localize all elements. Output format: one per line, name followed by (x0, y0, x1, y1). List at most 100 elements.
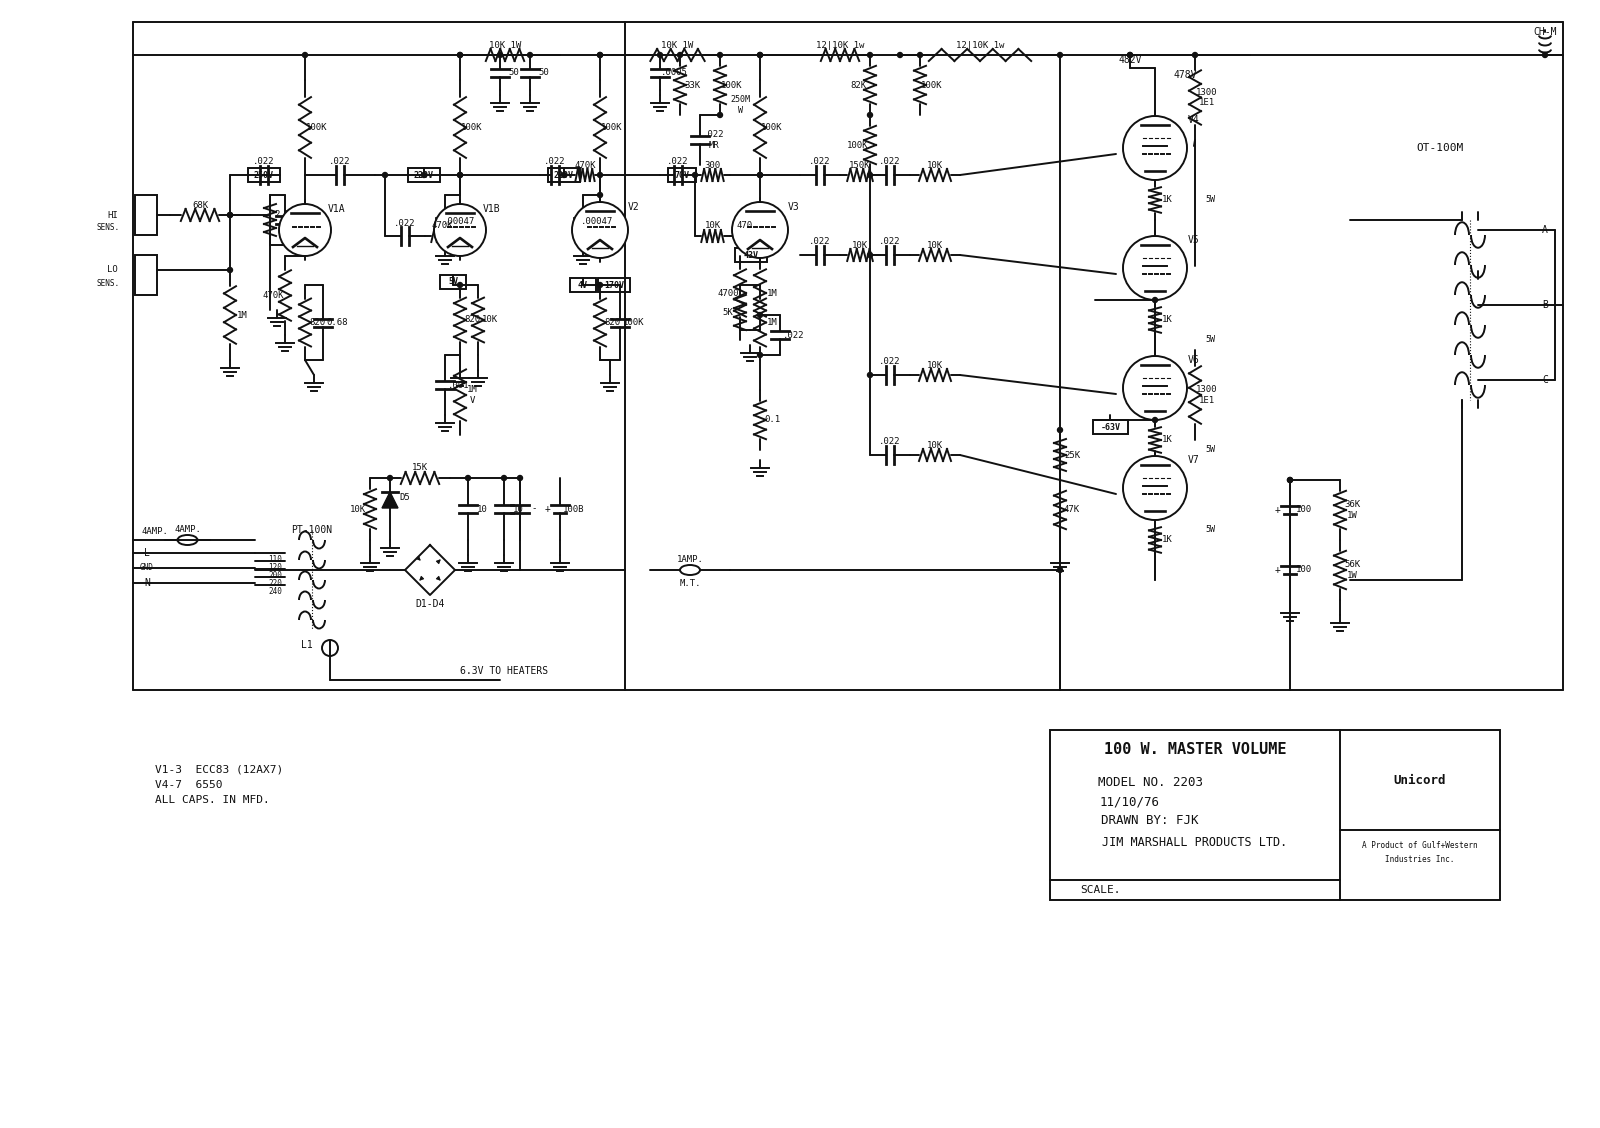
Text: +: + (1275, 565, 1282, 575)
Text: .022: .022 (880, 158, 901, 167)
Text: 100: 100 (1296, 505, 1312, 514)
Text: 100K: 100K (624, 318, 645, 327)
Circle shape (717, 113, 723, 117)
Text: 470K: 470K (262, 291, 283, 300)
Text: 56K
1W: 56K 1W (1344, 561, 1360, 580)
Text: +: + (1275, 505, 1282, 515)
Text: 820: 820 (309, 318, 325, 327)
Circle shape (717, 53, 723, 58)
Text: 0.1: 0.1 (763, 415, 781, 424)
Circle shape (421, 173, 427, 177)
Circle shape (757, 352, 763, 358)
Text: Unicord: Unicord (1394, 774, 1446, 786)
Text: N: N (144, 578, 150, 588)
Text: GND: GND (141, 564, 154, 573)
Text: 10K: 10K (482, 316, 498, 325)
Text: 478V: 478V (1173, 70, 1197, 80)
Text: 0.68: 0.68 (288, 215, 310, 224)
Circle shape (597, 53, 603, 58)
Bar (547, 168, 579, 182)
Text: .00047: .00047 (443, 217, 475, 226)
Circle shape (733, 202, 787, 258)
Circle shape (1123, 236, 1187, 300)
Text: 36K
1W: 36K 1W (1344, 501, 1360, 520)
Text: 10K: 10K (926, 240, 942, 249)
Text: 250M
W: 250M W (730, 95, 750, 115)
Bar (669, 168, 696, 182)
Bar (440, 275, 466, 289)
Text: 6.3V TO HEATERS: 6.3V TO HEATERS (461, 666, 549, 676)
Text: 4AMP.: 4AMP. (141, 528, 168, 537)
Text: MODEL NO. 2203: MODEL NO. 2203 (1098, 776, 1203, 788)
Text: 100: 100 (1296, 565, 1312, 574)
Text: -63V: -63V (1101, 423, 1120, 432)
Text: 100 W. MASTER VOLUME: 100 W. MASTER VOLUME (1104, 742, 1286, 758)
Text: +: + (546, 504, 550, 514)
Text: 240: 240 (269, 587, 282, 596)
Text: 10K: 10K (926, 160, 942, 169)
Text: CH-M: CH-M (1533, 27, 1557, 37)
Text: LO: LO (107, 265, 118, 274)
Text: 1M: 1M (766, 318, 778, 327)
Text: V7: V7 (1189, 455, 1200, 465)
Text: 100K: 100K (602, 123, 622, 132)
Text: 4AMP.: 4AMP. (174, 525, 202, 534)
Text: 2.7
K: 2.7 K (274, 210, 290, 230)
Circle shape (573, 202, 627, 258)
Text: 220V: 220V (554, 170, 574, 179)
Text: 82K: 82K (850, 80, 866, 89)
Circle shape (1128, 53, 1133, 58)
Circle shape (227, 212, 232, 218)
Circle shape (1058, 53, 1062, 58)
Bar (408, 168, 440, 182)
Text: 5W: 5W (1205, 526, 1214, 535)
Text: SCALE.: SCALE. (1080, 885, 1120, 895)
Bar (734, 248, 766, 262)
Text: V3: V3 (789, 202, 800, 212)
Circle shape (1192, 53, 1197, 58)
Text: PT-100N: PT-100N (291, 525, 333, 535)
Text: 470K: 470K (432, 221, 453, 230)
Circle shape (867, 372, 872, 378)
Text: L: L (144, 548, 150, 558)
Text: 10K: 10K (851, 240, 869, 249)
Text: 110: 110 (269, 555, 282, 564)
Circle shape (466, 476, 470, 481)
Text: 15K: 15K (411, 464, 429, 473)
Text: 10K 1W: 10K 1W (490, 41, 522, 50)
Text: D1-D4: D1-D4 (416, 599, 445, 609)
Text: .022: .022 (544, 158, 566, 167)
Text: 5W: 5W (1205, 446, 1214, 455)
Circle shape (597, 173, 603, 177)
Text: V1B: V1B (483, 204, 501, 214)
Circle shape (387, 476, 392, 481)
Circle shape (1123, 456, 1187, 520)
Text: HI: HI (107, 211, 118, 220)
Circle shape (458, 53, 462, 58)
Text: 1K: 1K (1162, 536, 1173, 545)
Text: A: A (1542, 224, 1547, 235)
Text: OT-100M: OT-100M (1416, 143, 1464, 153)
Text: V5: V5 (1189, 235, 1200, 245)
Text: .022: .022 (330, 158, 350, 167)
Text: .022: .022 (810, 238, 830, 247)
Text: 5W: 5W (1205, 335, 1214, 344)
Text: 47K: 47K (1064, 505, 1080, 514)
Circle shape (278, 204, 331, 256)
Text: 12|10K 1w: 12|10K 1w (816, 41, 864, 50)
Text: 10: 10 (477, 504, 488, 513)
Circle shape (498, 53, 502, 58)
Circle shape (434, 204, 486, 256)
Text: V6: V6 (1189, 355, 1200, 365)
Text: 100B: 100B (563, 504, 584, 513)
Text: SENS.: SENS. (98, 279, 120, 288)
Circle shape (227, 267, 232, 273)
Text: ALL CAPS. IN MFD.: ALL CAPS. IN MFD. (155, 795, 270, 805)
Text: 70V: 70V (675, 170, 690, 179)
Text: 5K: 5K (723, 308, 733, 317)
Text: .022: .022 (394, 219, 416, 228)
Text: 150K: 150K (850, 160, 870, 169)
Text: 1300
1E1: 1300 1E1 (1197, 386, 1218, 405)
Circle shape (867, 173, 872, 177)
Polygon shape (382, 492, 398, 508)
